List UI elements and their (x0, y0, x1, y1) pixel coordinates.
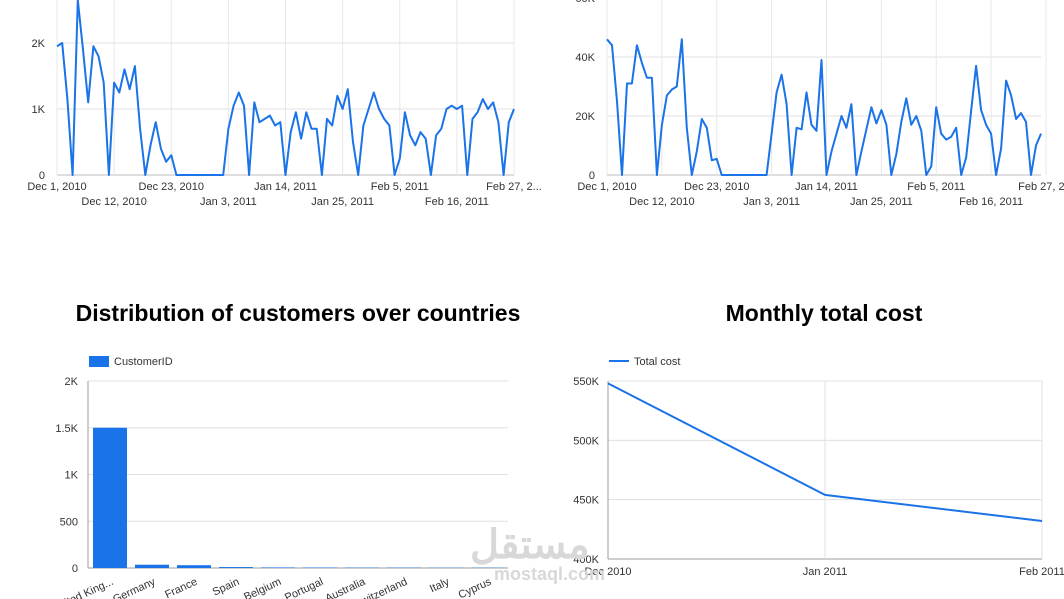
daily-cost-y-tick-label: 0 (589, 170, 595, 182)
countries-legend-label: CustomerID (114, 356, 173, 368)
countries-y-tick-label: 500 (60, 516, 78, 528)
countries-bar (177, 565, 211, 568)
countries-bar-chart: 0 500 1K 1.5K 2K CustomerID United King... Germ… (0, 340, 530, 599)
daily-cost-y-tick-label: 60K (575, 0, 595, 5)
countries-plot: 0 500 1K 1.5K 2K CustomerID United King...Germ… (50, 356, 508, 599)
daily-customers-x-tick-label: Feb 16, 2011 (425, 196, 489, 208)
daily-customers-y-tick-label: 0 (39, 170, 45, 182)
countries-x-tick-label: France (163, 576, 199, 599)
countries-bar (93, 427, 127, 568)
monthly-y-tick-label: 400K (573, 554, 599, 566)
daily-cost-plot: 0 20K 40K 60K Dec 1, 2010 Dec 23, 2010 Jan 14,… (575, 0, 1064, 208)
daily-cost-chart: 0 20K 40K 60K Dec 1, 2010 Dec 23, 2010 Jan 14,… (540, 0, 1064, 215)
monthly-x-tick-label: Feb 2011 (1019, 566, 1064, 578)
daily-cost-x-tick-label: Jan 25, 2011 (850, 196, 913, 208)
daily-customers-series-line (56, 0, 515, 176)
daily-customers-y-tick-label: 2K (32, 38, 46, 50)
daily-customers-x-tick-label: Dec 12, 2010 (81, 196, 146, 208)
daily-customers-x-tick-label: Jan 3, 2011 (200, 196, 257, 208)
countries-y-tick-label: 1K (65, 470, 79, 482)
daily-customers-x-tick-label: Jan 14, 2011 (254, 181, 317, 193)
countries-legend-swatch (89, 356, 109, 367)
daily-customers-chart: 0 1K 2K Dec 1, 2010 Dec 23, 2010 Jan 14, 2011… (0, 0, 542, 215)
daily-customers-x-tick-label: Feb 5, 2011 (371, 181, 429, 193)
monthly-series-line (607, 382, 1043, 522)
daily-cost-x-tick-label: Feb 16, 2011 (959, 196, 1023, 208)
monthly-y-tick-label: 500K (573, 435, 599, 447)
daily-customers-x-tick-label: Jan 25, 2011 (311, 196, 374, 208)
monthly-legend-label: Total cost (634, 356, 680, 368)
countries-bar (219, 567, 253, 568)
daily-cost-x-tick-label: Feb 5, 2011 (907, 181, 965, 193)
countries-y-tick-label: 1.5K (55, 423, 78, 435)
countries-x-tick-label: Portugal (283, 576, 325, 599)
countries-x-tick-label: Spain (211, 576, 242, 599)
monthly-cost-chart: 400K 450K 500K 550K Dec 2010 Jan 2011 Feb 2011… (540, 340, 1064, 599)
daily-customers-x-tick-label: Feb 27, 2... (486, 181, 542, 193)
monthly-plot: 400K 450K 500K 550K Dec 2010 Jan 2011 Feb 2011… (573, 356, 1064, 578)
countries-chart-title: Distribution of customers over countries (75, 300, 521, 326)
daily-cost-x-tick-label: Dec 23, 2010 (684, 181, 749, 193)
daily-cost-y-tick-label: 40K (575, 52, 595, 64)
daily-cost-series-line (606, 38, 1042, 176)
daily-customers-x-tick-label: Dec 1, 2010 (27, 181, 86, 193)
countries-x-tick-label: Italy (428, 576, 452, 596)
countries-x-tick-label: Belgium (242, 576, 283, 599)
daily-customers-y-tick-label: 1K (32, 104, 46, 116)
daily-cost-x-tick-label: Dec 1, 2010 (577, 181, 636, 193)
countries-x-tick-label: Germany (111, 576, 158, 599)
daily-cost-x-tick-label: Jan 14, 2011 (795, 181, 858, 193)
daily-cost-y-tick-label: 20K (575, 111, 595, 123)
monthly-x-tick-label: Dec 2010 (584, 566, 631, 578)
daily-cost-x-tick-label: Dec 12, 2010 (629, 196, 694, 208)
countries-bar (135, 564, 169, 568)
countries-x-tick-label: Cyprus (457, 576, 494, 599)
monthly-chart-title: Monthly total cost (725, 300, 923, 326)
countries-y-tick-label: 0 (72, 563, 78, 575)
countries-y-tick-label: 2K (65, 376, 79, 388)
daily-cost-x-tick-label: Jan 3, 2011 (743, 196, 800, 208)
countries-x-tick-label: United King... (50, 576, 115, 599)
monthly-y-tick-label: 450K (573, 495, 599, 507)
monthly-x-tick-label: Jan 2011 (803, 566, 847, 578)
monthly-y-tick-label: 550K (573, 376, 599, 388)
daily-cost-x-tick-label: Feb 27, 2... (1018, 181, 1064, 193)
countries-bar (261, 567, 295, 568)
daily-customers-plot: 0 1K 2K Dec 1, 2010 Dec 23, 2010 Jan 14, 2011… (27, 0, 542, 208)
daily-customers-x-tick-label: Dec 23, 2010 (139, 181, 204, 193)
